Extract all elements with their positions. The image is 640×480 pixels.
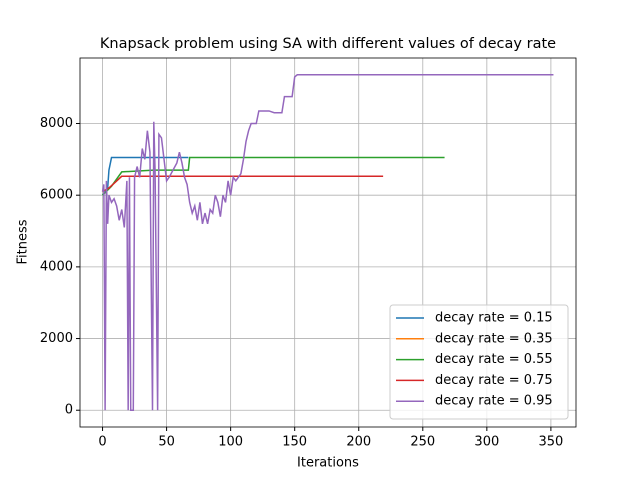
chart-title: Knapsack problem using SA with different… [100,36,556,52]
legend-label: decay rate = 0.55 [435,352,553,367]
legend-label: decay rate = 0.95 [435,394,553,409]
axes-frame [79,57,577,428]
series-line [102,175,384,193]
x-tick-label: 300 [474,435,499,450]
legend-box [389,304,569,420]
x-tick-label: 150 [282,435,307,450]
x-tick-label: 250 [410,435,435,450]
y-axis-label: Fitness [16,219,31,264]
x-axis-label: Iterations [297,456,359,471]
x-tick-label: 200 [346,435,371,450]
x-tick-label: 50 [158,435,175,450]
y-tick-label: 6000 [40,188,73,203]
x-tick-label: 0 [98,435,106,450]
legend-label: decay rate = 0.35 [435,331,553,346]
y-tick-label: 2000 [40,331,73,346]
y-tick-label: 0 [65,403,73,418]
legend-label: decay rate = 0.15 [435,311,553,326]
legend-label: decay rate = 0.75 [435,373,553,388]
y-tick-label: 4000 [40,259,73,274]
x-tick-label: 100 [218,435,243,450]
x-tick-label: 350 [538,435,563,450]
series-line [101,74,554,411]
series-line [102,175,384,193]
y-tick-label: 8000 [40,116,73,131]
